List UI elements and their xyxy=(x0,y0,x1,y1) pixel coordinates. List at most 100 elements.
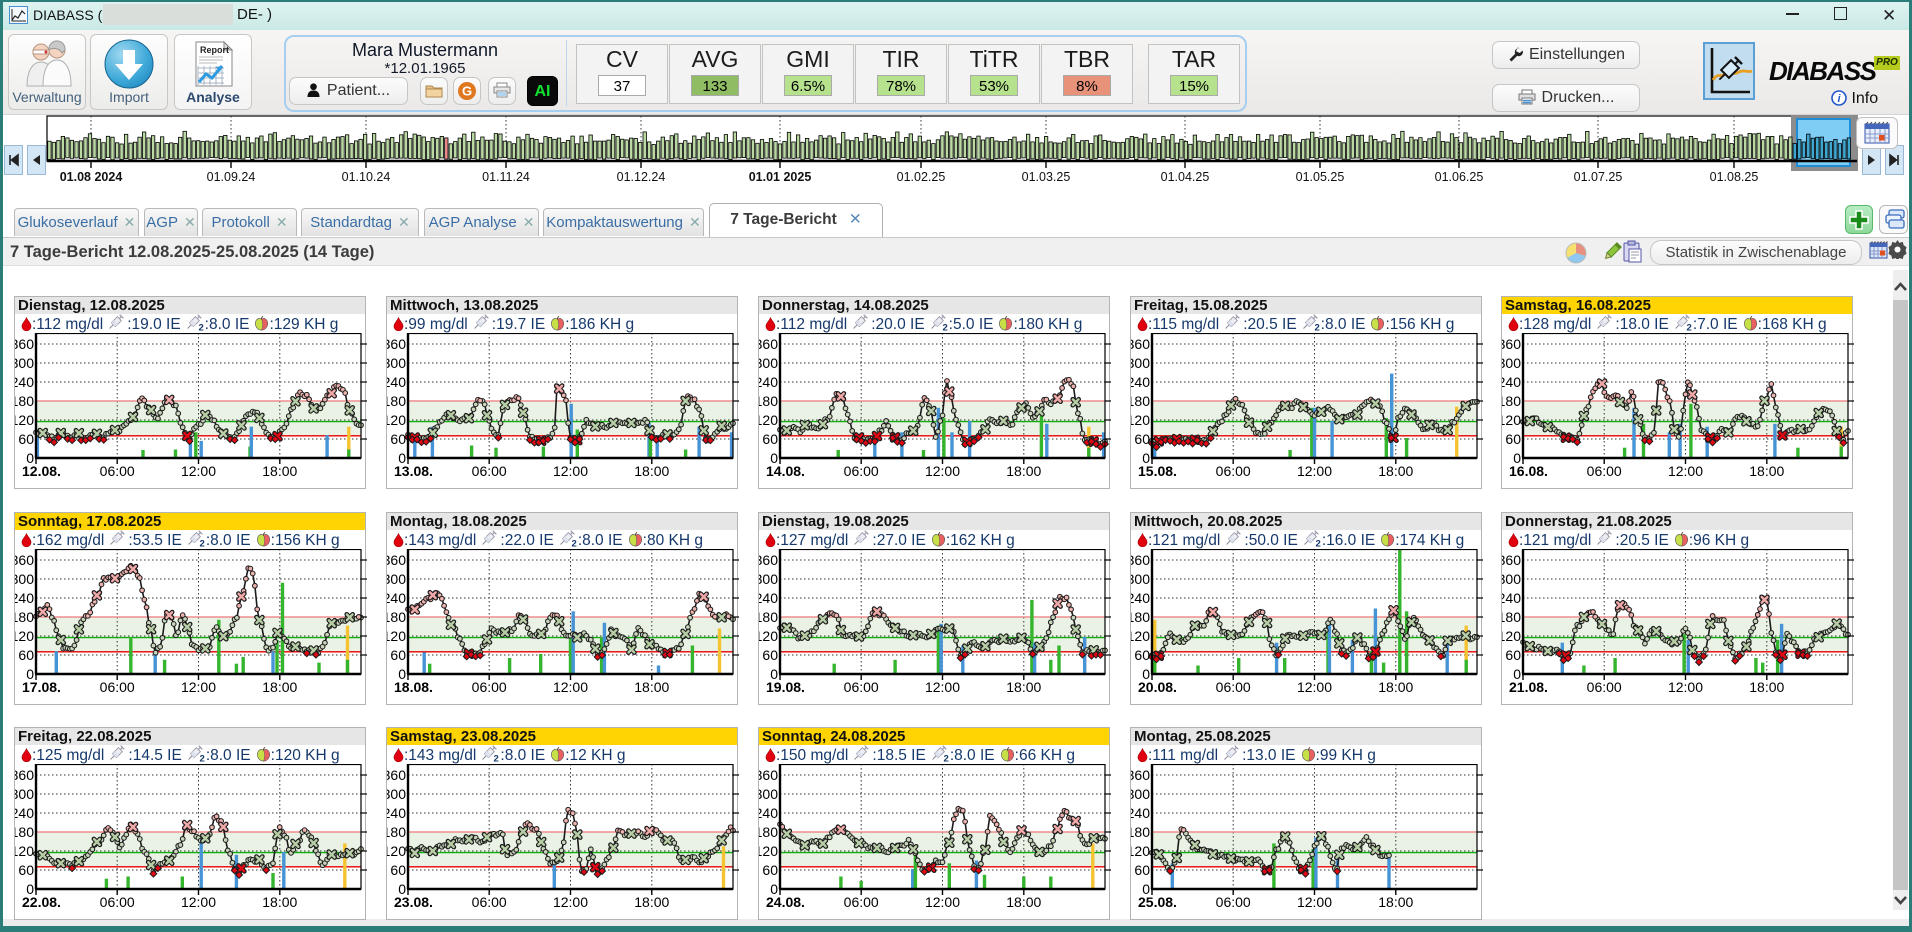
svg-text:2: 2 xyxy=(199,754,204,763)
svg-text:60: 60 xyxy=(1505,431,1521,447)
svg-text:01.06.25: 01.06.25 xyxy=(1435,170,1484,184)
svg-text:G: G xyxy=(462,84,472,99)
svg-text:18:00: 18:00 xyxy=(1749,463,1784,479)
svg-text:24.08.: 24.08. xyxy=(766,894,805,910)
svg-text:06:00: 06:00 xyxy=(1216,463,1251,479)
svg-text:0: 0 xyxy=(1513,450,1521,466)
svg-text:360: 360 xyxy=(759,767,778,783)
svg-text:12.08.: 12.08. xyxy=(22,463,61,479)
svg-text:60: 60 xyxy=(18,862,34,878)
svg-text:06:00: 06:00 xyxy=(100,894,135,910)
svg-text:12:00: 12:00 xyxy=(1297,679,1332,695)
svg-text:12:00: 12:00 xyxy=(553,894,588,910)
svg-text:06:00: 06:00 xyxy=(1216,894,1251,910)
svg-text:01.07.25: 01.07.25 xyxy=(1574,170,1623,184)
svg-text:18:00: 18:00 xyxy=(1378,894,1413,910)
svg-text:i: i xyxy=(1837,93,1841,105)
svg-text:2: 2 xyxy=(571,539,576,548)
svg-text:120: 120 xyxy=(1131,412,1150,428)
svg-text:60: 60 xyxy=(1134,862,1150,878)
svg-text:0: 0 xyxy=(398,881,406,897)
svg-text:360: 360 xyxy=(1131,767,1150,783)
svg-text:01.12.24: 01.12.24 xyxy=(617,170,666,184)
svg-text:06:00: 06:00 xyxy=(1587,463,1622,479)
svg-text:01.05.25: 01.05.25 xyxy=(1296,170,1345,184)
svg-text:18:00: 18:00 xyxy=(1378,679,1413,695)
svg-text:120: 120 xyxy=(1502,412,1521,428)
svg-text:300: 300 xyxy=(759,355,778,371)
svg-text:06:00: 06:00 xyxy=(844,679,879,695)
svg-text:360: 360 xyxy=(1502,336,1521,352)
svg-text:0: 0 xyxy=(770,881,778,897)
svg-text:22.08.: 22.08. xyxy=(22,894,61,910)
svg-text:300: 300 xyxy=(15,786,34,802)
svg-text:60: 60 xyxy=(18,647,34,663)
svg-text:360: 360 xyxy=(15,336,34,352)
svg-text:0: 0 xyxy=(26,666,34,682)
svg-text:18:00: 18:00 xyxy=(262,463,297,479)
svg-text:2: 2 xyxy=(942,323,947,332)
svg-text:120: 120 xyxy=(387,843,406,859)
svg-text:120: 120 xyxy=(1502,628,1521,644)
svg-text:0: 0 xyxy=(770,666,778,682)
svg-text:14.08.: 14.08. xyxy=(766,463,805,479)
svg-text:60: 60 xyxy=(390,647,406,663)
svg-text:18:00: 18:00 xyxy=(1378,463,1413,479)
svg-text:120: 120 xyxy=(15,412,34,428)
svg-text:01.02.25: 01.02.25 xyxy=(897,170,946,184)
svg-text:120: 120 xyxy=(387,628,406,644)
svg-text:12:00: 12:00 xyxy=(1668,463,1703,479)
svg-text:240: 240 xyxy=(1131,805,1150,821)
svg-text:240: 240 xyxy=(15,590,34,606)
svg-text:120: 120 xyxy=(759,628,778,644)
svg-text:18:00: 18:00 xyxy=(634,463,669,479)
svg-text:300: 300 xyxy=(15,355,34,371)
svg-text:60: 60 xyxy=(18,431,34,447)
svg-text:180: 180 xyxy=(15,393,34,409)
svg-text:2: 2 xyxy=(1314,323,1319,332)
svg-text:12:00: 12:00 xyxy=(553,679,588,695)
svg-text:12:00: 12:00 xyxy=(925,463,960,479)
svg-text:300: 300 xyxy=(1502,355,1521,371)
svg-text:240: 240 xyxy=(1131,374,1150,390)
svg-text:240: 240 xyxy=(1131,590,1150,606)
svg-text:60: 60 xyxy=(1505,647,1521,663)
svg-text:2: 2 xyxy=(943,754,948,763)
svg-text:180: 180 xyxy=(15,824,34,840)
svg-text:300: 300 xyxy=(1502,571,1521,587)
svg-text:13.08.: 13.08. xyxy=(394,463,433,479)
svg-text:0: 0 xyxy=(1513,666,1521,682)
svg-text:0: 0 xyxy=(26,450,34,466)
svg-text:240: 240 xyxy=(1502,590,1521,606)
svg-text:300: 300 xyxy=(387,786,406,802)
svg-text:01.08 2024: 01.08 2024 xyxy=(60,170,123,184)
svg-text:180: 180 xyxy=(1131,393,1150,409)
svg-text:180: 180 xyxy=(759,824,778,840)
svg-text:06:00: 06:00 xyxy=(1587,679,1622,695)
svg-text:180: 180 xyxy=(759,393,778,409)
svg-text:2: 2 xyxy=(1686,323,1691,332)
svg-text:300: 300 xyxy=(1131,571,1150,587)
svg-text:21.08.: 21.08. xyxy=(1509,679,1548,695)
svg-text:120: 120 xyxy=(1131,628,1150,644)
svg-text:0: 0 xyxy=(1142,666,1150,682)
svg-text:18:00: 18:00 xyxy=(1006,679,1041,695)
svg-text:180: 180 xyxy=(387,609,406,625)
svg-text:60: 60 xyxy=(762,862,778,878)
svg-text:17.08.: 17.08. xyxy=(22,679,61,695)
svg-text:240: 240 xyxy=(759,590,778,606)
svg-text:01.11.24: 01.11.24 xyxy=(482,170,530,184)
svg-text:20.08.: 20.08. xyxy=(1138,679,1177,695)
svg-text:180: 180 xyxy=(1502,393,1521,409)
svg-text:2: 2 xyxy=(1315,539,1320,548)
svg-text:Report: Report xyxy=(200,45,229,55)
svg-text:180: 180 xyxy=(15,609,34,625)
svg-text:240: 240 xyxy=(15,805,34,821)
svg-text:01.03.25: 01.03.25 xyxy=(1022,170,1071,184)
svg-text:2: 2 xyxy=(198,323,203,332)
svg-text:18:00: 18:00 xyxy=(634,679,669,695)
svg-text:120: 120 xyxy=(1131,843,1150,859)
svg-text:240: 240 xyxy=(387,590,406,606)
svg-text:300: 300 xyxy=(759,571,778,587)
svg-text:360: 360 xyxy=(1131,336,1150,352)
